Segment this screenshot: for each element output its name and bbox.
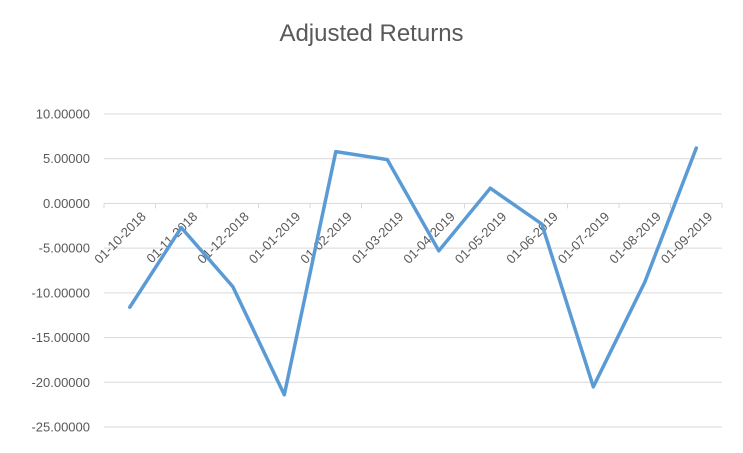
y-tick-label: 5.00000 [43, 151, 90, 166]
x-tick-label: 01-12-2018 [194, 209, 252, 267]
y-tick-label: -20.00000 [31, 375, 90, 390]
data-point [334, 150, 338, 154]
data-point [437, 249, 441, 253]
y-tick-label: -25.00000 [31, 420, 90, 435]
y-tick-label: 0.00000 [43, 196, 90, 211]
data-point [231, 285, 235, 289]
x-tick-label: 01-07-2019 [555, 209, 613, 267]
data-point [282, 393, 286, 397]
data-point [591, 385, 595, 389]
y-tick-label: 10.00000 [36, 107, 90, 122]
y-tick-label: -15.00000 [31, 330, 90, 345]
data-point [385, 158, 389, 162]
x-tick-label: 01-10-2018 [91, 209, 149, 267]
x-tick-label: 01-01-2019 [246, 209, 304, 267]
x-tick-label: 01-02-2019 [297, 209, 355, 267]
y-tick-label: -5.00000 [39, 241, 90, 256]
data-point [540, 222, 544, 226]
data-point [694, 146, 698, 150]
y-tick-label: -10.00000 [31, 285, 90, 300]
series-line [128, 146, 699, 397]
data-point [128, 305, 132, 309]
data-point [179, 226, 183, 230]
x-tick-label: 01-05-2019 [452, 209, 510, 267]
x-tick-label: 01-03-2019 [349, 209, 407, 267]
data-point [643, 280, 647, 284]
chart-title: Adjusted Returns [279, 20, 464, 47]
data-point [488, 186, 492, 190]
x-tick-label: 01-09-2019 [658, 209, 716, 267]
